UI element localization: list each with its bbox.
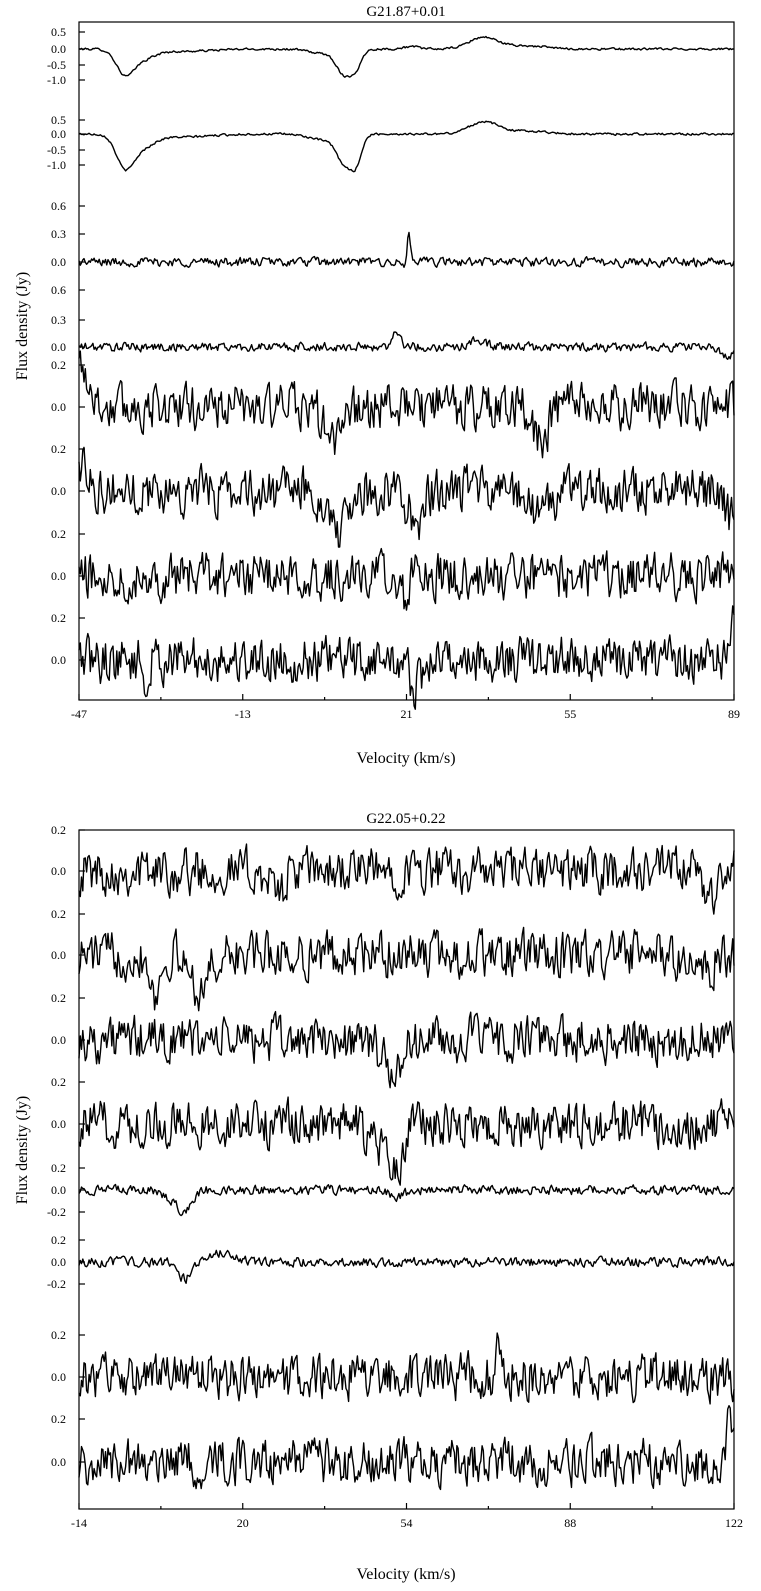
spectrum-trace (79, 549, 734, 611)
y-tick-label: 0.2 (51, 358, 66, 372)
spectrum-trace (79, 1333, 734, 1404)
x-tick-label: 54 (401, 1516, 413, 1530)
x-tick-label: -13 (235, 707, 251, 721)
tick-layer: -47 -13 21 55 890.50.0-0.5-1.00.50.0-0.5-1.0… (47, 25, 740, 721)
y-tick-label: -1.0 (47, 158, 66, 172)
chart-title: G22.05+0.22 (366, 811, 445, 827)
spectrum-trace (79, 1250, 734, 1283)
y-tick-label: 0.0 (51, 484, 66, 498)
y-tick-label: -1.0 (47, 73, 66, 87)
spectrum-trace (79, 1185, 734, 1216)
y-tick-label: 0.0 (51, 1117, 66, 1131)
chart-title: G21.87+0.01 (366, 4, 445, 20)
spectrum-trace (79, 844, 734, 914)
spectrum-trace (79, 121, 734, 172)
spectrum-trace (79, 447, 734, 547)
y-tick-label: 0.0 (51, 400, 66, 414)
chart-panel-g22: G22.05+0.22 Velocity (km/s) Flux density… (14, 811, 743, 1583)
spectrum-trace (79, 606, 734, 709)
y-tick-label: 0.2 (51, 527, 66, 541)
y-axis-label: Flux density (Jy) (14, 1096, 31, 1204)
y-tick-label: 0.5 (51, 113, 66, 127)
y-tick-label: 0.2 (51, 823, 66, 837)
y-tick-label: 0.2 (51, 1075, 66, 1089)
y-tick-label: 0.0 (51, 1183, 66, 1197)
x-tick-label: 55 (564, 707, 576, 721)
y-tick-label: 0.0 (51, 255, 66, 269)
y-tick-label: 0.2 (51, 1328, 66, 1342)
y-tick-label: 0.0 (51, 127, 66, 141)
y-tick-label: 0.2 (51, 991, 66, 1005)
y-tick-label: 0.0 (51, 653, 66, 667)
y-axis-label: Flux density (Jy) (14, 272, 31, 380)
x-tick-label: 89 (728, 707, 740, 721)
y-tick-label: 0.2 (51, 907, 66, 921)
y-tick-label: 0.0 (51, 948, 66, 962)
y-tick-label: 0.2 (51, 611, 66, 625)
y-tick-label: 0.0 (51, 1370, 66, 1384)
spectrum-trace (79, 1097, 734, 1185)
y-tick-label: -0.2 (47, 1277, 66, 1291)
x-tick-label: -14 (71, 1516, 87, 1530)
spectrum-trace (79, 1406, 734, 1490)
y-tick-label: 0.3 (51, 227, 66, 241)
y-tick-label: 0.0 (51, 42, 66, 56)
spectrum-trace (79, 332, 734, 359)
y-tick-label: -0.5 (47, 58, 66, 72)
y-tick-label: -0.5 (47, 143, 66, 157)
y-tick-label: 0.0 (51, 1033, 66, 1047)
y-tick-label: -0.2 (47, 1205, 66, 1219)
y-tick-label: 0.2 (51, 1233, 66, 1247)
x-tick-label: 88 (564, 1516, 576, 1530)
plot-frame (79, 22, 734, 700)
y-tick-label: 0.2 (51, 442, 66, 456)
y-tick-label: 0.6 (51, 283, 66, 297)
y-tick-label: 0.5 (51, 25, 66, 39)
trace-layer (79, 844, 734, 1489)
y-tick-label: 0.3 (51, 313, 66, 327)
y-tick-label: 0.0 (51, 1255, 66, 1269)
spectrum-trace (79, 1012, 734, 1088)
x-tick-label: -47 (71, 707, 87, 721)
spectrum-trace (79, 37, 734, 78)
x-tick-label: 20 (237, 1516, 249, 1530)
x-axis-label: Velocity (km/s) (356, 1566, 455, 1583)
spectrum-trace (79, 927, 734, 1010)
x-tick-label: 21 (401, 707, 413, 721)
y-tick-label: 0.0 (51, 340, 66, 354)
chart-panel-g21: G21.87+0.01 Velocity (km/s) Flux density… (14, 4, 740, 767)
y-tick-label: 0.0 (51, 1455, 66, 1469)
y-tick-label: 0.0 (51, 569, 66, 583)
x-tick-label: 122 (725, 1516, 743, 1530)
y-tick-label: 0.0 (51, 864, 66, 878)
spectrum-trace (79, 232, 734, 267)
x-axis-label: Velocity (km/s) (356, 750, 455, 767)
y-tick-label: 0.2 (51, 1412, 66, 1426)
y-tick-label: 0.6 (51, 199, 66, 213)
trace-layer (79, 37, 734, 710)
y-tick-label: 0.2 (51, 1161, 66, 1175)
spectrum-trace (79, 351, 734, 458)
